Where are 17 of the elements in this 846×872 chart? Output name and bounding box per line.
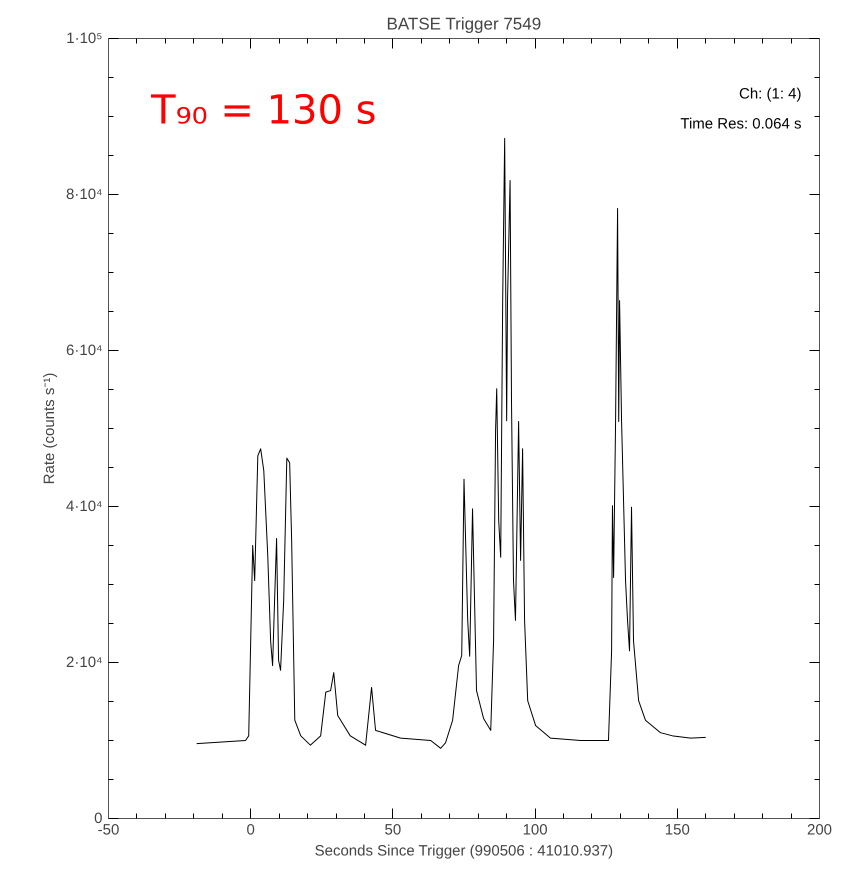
x-tick-label: 0 — [246, 822, 255, 838]
y-tick-label: 6·10⁴ — [66, 342, 102, 359]
annotation: T₉₀ = 130 s — [150, 88, 377, 134]
y-axis-title: Rate (counts s⁻¹) — [41, 372, 58, 484]
x-tick-label: 50 — [384, 822, 402, 838]
y-tick-label: 2·10⁴ — [66, 654, 102, 671]
annotation: Ch: (1: 4) — [738, 86, 802, 102]
x-axis-title: Seconds Since Trigger (990506 : 41010.937) — [314, 842, 614, 860]
y-tick-label: 1·10⁵ — [66, 30, 103, 47]
x-tick-label: 200 — [806, 822, 832, 838]
x-tick-label: 150 — [664, 822, 690, 838]
annotation: Time Res: 0.064 s — [680, 116, 802, 132]
y-tick-label: 8·10⁴ — [66, 186, 102, 203]
chart-title: BATSE Trigger 7549 — [386, 14, 542, 34]
x-tick-label: 100 — [522, 822, 548, 838]
y-tick-label: 4·10⁴ — [66, 498, 102, 515]
line-series — [196, 138, 706, 749]
